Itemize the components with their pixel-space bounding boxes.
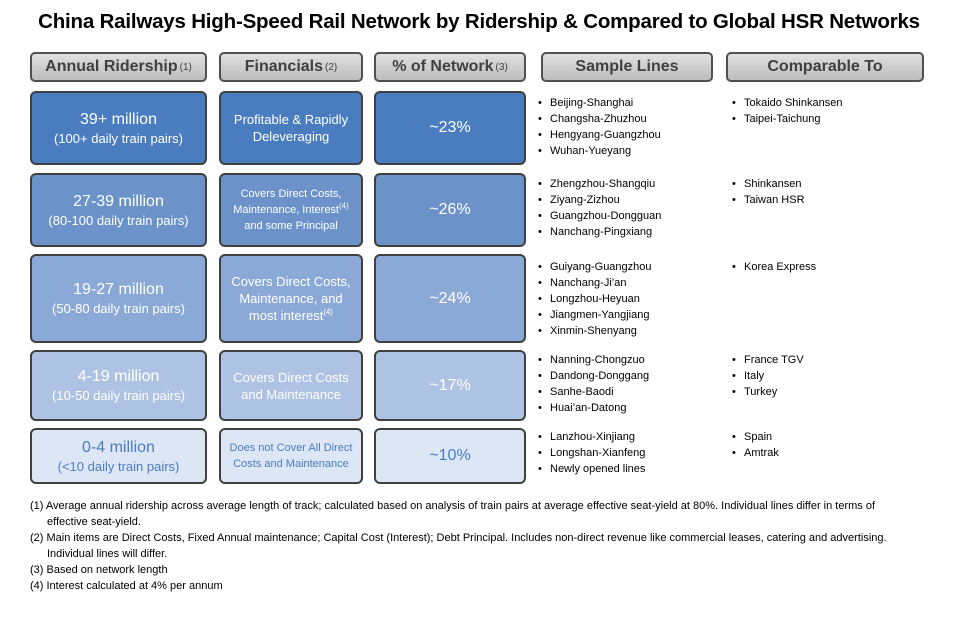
financials-ref: (4) bbox=[323, 307, 334, 317]
sample-line: Guiyang-Guangzhou bbox=[538, 259, 652, 275]
header-ridership-ref: (1) bbox=[179, 61, 192, 73]
tier-5-network-share: ~10% bbox=[374, 428, 526, 484]
tier-4-financials: Covers Direct Costs and Maintenance bbox=[219, 350, 363, 421]
sample-line: Longzhou-Heyuan bbox=[538, 291, 652, 307]
header-percent-network: % of Network (3) bbox=[374, 52, 526, 82]
header-ridership-label: Annual Ridership bbox=[45, 58, 178, 75]
sample-line: Guangzhou-Dongguan bbox=[538, 208, 661, 224]
sample-line: Nanchang-Pingxiang bbox=[538, 224, 661, 240]
network-percent: ~23% bbox=[429, 119, 471, 136]
train-pairs: (80-100 daily train pairs) bbox=[48, 212, 189, 228]
ridership-value: 39+ million bbox=[80, 110, 157, 128]
tier-4-sample-lines: Nanning-Chongzuo Dandong-Donggang Sanhe-… bbox=[538, 352, 649, 416]
financials-text: Covers Direct Costs, Maintenance, Intere… bbox=[221, 186, 361, 234]
sample-line: Sanhe-Baodi bbox=[538, 384, 649, 400]
comparable-network: Spain bbox=[732, 429, 779, 445]
footnote-3: (3) Based on network length bbox=[30, 564, 168, 576]
ridership-value: 19-27 million bbox=[73, 281, 164, 298]
header-comparable-label: Comparable To bbox=[767, 58, 883, 75]
sample-line: Xinmin-Shenyang bbox=[538, 323, 652, 339]
footnote-4: (4) Interest calculated at 4% per annum bbox=[30, 580, 223, 592]
financials-text: Does not Cover All Direct Costs and Main… bbox=[229, 442, 353, 470]
train-pairs: (50-80 daily train pairs) bbox=[52, 301, 185, 316]
tier-2-sample-lines: Zhengzhou-Shangqiu Ziyang-Zizhou Guangzh… bbox=[538, 176, 661, 240]
sample-line: Changsha-Zhuzhou bbox=[538, 111, 661, 127]
header-financials-ref: (2) bbox=[325, 61, 338, 73]
financials-text-main: Covers Direct Costs, Maintenance, and mo… bbox=[231, 274, 351, 323]
ridership-value: 4-19 million bbox=[77, 368, 160, 385]
tier-3-financials: Covers Direct Costs, Maintenance, and mo… bbox=[219, 254, 363, 343]
financials-ref: (4) bbox=[339, 201, 349, 211]
comparable-network: Tokaido Shinkansen bbox=[732, 95, 842, 111]
header-sample-lines: Sample Lines bbox=[541, 52, 713, 82]
header-network-ref: (3) bbox=[495, 61, 508, 73]
ridership-value: 27-39 million bbox=[73, 192, 164, 210]
header-financials-label: Financials bbox=[244, 58, 323, 75]
financials-text-pre: Covers Direct Costs, Maintenance, Intere… bbox=[233, 188, 342, 216]
sample-line: Nanchang-Ji’an bbox=[538, 275, 652, 291]
footnote-1: (1) Average annual ridership across aver… bbox=[30, 500, 876, 528]
tier-3-ridership: 19-27 million (50-80 daily train pairs) bbox=[30, 254, 207, 343]
comparable-network: Shinkansen bbox=[732, 176, 805, 192]
tier-2-ridership: 27-39 million (80-100 daily train pairs) bbox=[30, 173, 207, 247]
tier-3-sample-lines: Guiyang-Guangzhou Nanchang-Ji’an Longzho… bbox=[538, 259, 652, 339]
sample-line: Zhengzhou-Shangqiu bbox=[538, 176, 661, 192]
comparable-network: Turkey bbox=[732, 384, 804, 400]
financials-text: Covers Direct Costs, Maintenance, and mo… bbox=[221, 273, 361, 324]
sample-line: Jiangmen-Yangjiang bbox=[538, 307, 652, 323]
header-sample-label: Sample Lines bbox=[575, 58, 679, 75]
footnotes: (1) Average annual ridership across aver… bbox=[30, 498, 910, 594]
comparable-network: France TGV bbox=[732, 352, 804, 368]
page-title: China Railways High-Speed Rail Network b… bbox=[38, 10, 920, 33]
tier-5-ridership: 0-4 million (<10 daily train pairs) bbox=[30, 428, 207, 484]
tier-5-sample-lines: Lanzhou-Xinjiang Longshan-Xianfeng Newly… bbox=[538, 429, 645, 477]
sample-line: Nanning-Chongzuo bbox=[538, 352, 649, 368]
ridership-value: 0-4 million bbox=[82, 438, 155, 456]
tier-2-financials: Covers Direct Costs, Maintenance, Intere… bbox=[219, 173, 363, 247]
sample-line: Huai’an-Datong bbox=[538, 400, 649, 416]
tier-4-ridership: 4-19 million (10-50 daily train pairs) bbox=[30, 350, 207, 421]
tier-2-comparable: Shinkansen Taiwan HSR bbox=[732, 176, 805, 208]
sample-line: Dandong-Donggang bbox=[538, 368, 649, 384]
sample-line: Beijing-Shanghai bbox=[538, 95, 661, 111]
header-comparable-to: Comparable To bbox=[726, 52, 924, 82]
financials-text-post: and some Principal bbox=[244, 220, 338, 232]
tier-3-comparable: Korea Express bbox=[732, 259, 816, 275]
train-pairs: (<10 daily train pairs) bbox=[57, 458, 180, 474]
network-percent: ~26% bbox=[429, 201, 471, 218]
network-percent: ~17% bbox=[429, 376, 471, 394]
tier-5-financials: Does not Cover All Direct Costs and Main… bbox=[219, 428, 363, 484]
tier-5-comparable: Spain Amtrak bbox=[732, 429, 779, 461]
comparable-network: Amtrak bbox=[732, 445, 779, 461]
financials-text: Profitable & Rapidly Deleveraging bbox=[233, 112, 349, 144]
tier-4-network-share: ~17% bbox=[374, 350, 526, 421]
tier-4-comparable: France TGV Italy Turkey bbox=[732, 352, 804, 400]
tier-1-network-share: ~23% bbox=[374, 91, 526, 165]
network-percent: ~10% bbox=[429, 447, 471, 464]
tier-1-comparable: Tokaido Shinkansen Taipei-Taichung bbox=[732, 95, 842, 127]
tier-1-ridership: 39+ million (100+ daily train pairs) bbox=[30, 91, 207, 165]
header-network-label: % of Network bbox=[392, 58, 494, 75]
tier-3-network-share: ~24% bbox=[374, 254, 526, 343]
tier-1-financials: Profitable & Rapidly Deleveraging bbox=[219, 91, 363, 165]
comparable-network: Taiwan HSR bbox=[732, 192, 805, 208]
sample-line: Wuhan-Yueyang bbox=[538, 143, 661, 159]
comparable-network: Taipei-Taichung bbox=[732, 111, 842, 127]
header-annual-ridership: Annual Ridership (1) bbox=[30, 52, 207, 82]
footnote-2: (2) Main items are Direct Costs, Fixed A… bbox=[30, 532, 887, 560]
financials-text: Covers Direct Costs and Maintenance bbox=[233, 369, 349, 402]
tier-1-sample-lines: Beijing-Shanghai Changsha-Zhuzhou Hengya… bbox=[538, 95, 661, 159]
sample-line: Lanzhou-Xinjiang bbox=[538, 429, 645, 445]
comparable-network: Italy bbox=[732, 368, 804, 384]
sample-line: Newly opened lines bbox=[538, 461, 645, 477]
sample-line: Hengyang-Guangzhou bbox=[538, 127, 661, 143]
tier-2-network-share: ~26% bbox=[374, 173, 526, 247]
train-pairs: (100+ daily train pairs) bbox=[54, 130, 183, 146]
comparable-network: Korea Express bbox=[732, 259, 816, 275]
header-financials: Financials (2) bbox=[219, 52, 363, 82]
sample-line: Longshan-Xianfeng bbox=[538, 445, 645, 461]
network-percent: ~24% bbox=[429, 289, 471, 307]
sample-line: Ziyang-Zizhou bbox=[538, 192, 661, 208]
train-pairs: (10-50 daily train pairs) bbox=[52, 388, 185, 403]
